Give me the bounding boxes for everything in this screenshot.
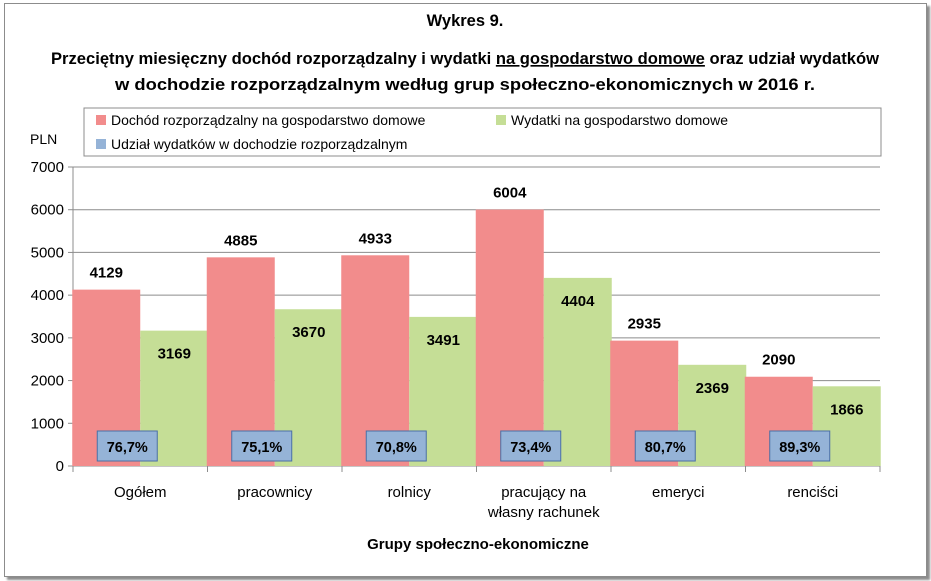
bar-income <box>475 209 544 466</box>
x-category-label: własny rachunek <box>487 504 600 521</box>
y-tick-label: 3000 <box>31 330 64 347</box>
legend-label-income: Dochód rozporządzalny na gospodarstwo do… <box>111 112 426 128</box>
x-category-label: renciści <box>787 484 838 501</box>
share-label: 89,3% <box>779 440 820 456</box>
y-tick-label: 1000 <box>31 415 64 432</box>
y-unit-label: PLN <box>30 131 57 147</box>
chart-title-line-1: Wykres 9. <box>427 12 504 30</box>
y-tick-label: 7000 <box>31 159 64 176</box>
share-label: 73,4% <box>510 440 551 456</box>
legend-swatch-income <box>96 115 106 125</box>
chart-title-line-3: w dochodzie rozporządzalnym według grup … <box>114 76 815 94</box>
x-axis-title: Grupy społeczno-ekonomiczne <box>367 536 589 553</box>
share-box <box>500 430 562 462</box>
y-tick-label: 2000 <box>31 373 64 390</box>
legend <box>83 107 882 157</box>
chart-title-part: oraz udział wydatków <box>705 50 879 68</box>
data-label-expenses: 3169 <box>158 346 191 363</box>
data-label-income: 2090 <box>762 352 795 369</box>
share-box <box>634 430 696 462</box>
legend-swatch-share <box>96 139 106 149</box>
share-label: 76,7% <box>107 440 148 456</box>
share-label: 70,8% <box>376 440 417 456</box>
y-tick-label: 6000 <box>31 202 64 219</box>
x-category-label: pracownicy <box>237 484 313 501</box>
y-tick-label: 5000 <box>31 244 64 261</box>
chart-title-line-2: Przeciętny miesięczny dochód rozporządza… <box>51 50 879 68</box>
share-box <box>769 430 831 462</box>
legend-label-share: Udział wydatków w dochodzie rozporządzal… <box>111 136 407 152</box>
y-tick-label: 4000 <box>31 287 64 304</box>
share-box <box>231 430 293 462</box>
x-category-label: Ogółem <box>114 484 167 501</box>
chart-frame <box>4 3 927 577</box>
share-label: 80,7% <box>645 440 686 456</box>
legend-label-expenses: Wydatki na gospodarstwo domowe <box>511 112 728 128</box>
data-label-expenses: 3670 <box>292 324 325 341</box>
data-label-income: 2935 <box>628 316 661 333</box>
data-label-income: 4933 <box>359 230 392 247</box>
data-label-income: 6004 <box>493 185 527 202</box>
share-label: 75,1% <box>241 440 282 456</box>
x-category-label: emeryci <box>652 484 705 501</box>
data-label-expenses: 3491 <box>427 332 460 349</box>
legend-swatch-expenses <box>496 115 506 125</box>
y-tick-label: 0 <box>56 458 64 475</box>
chart-title-part: Przeciętny miesięczny dochód rozporządza… <box>51 50 496 68</box>
share-box <box>96 430 158 462</box>
data-label-income: 4129 <box>90 265 123 282</box>
data-label-expenses: 4404 <box>561 293 595 310</box>
share-box <box>365 430 427 462</box>
data-label-expenses: 2369 <box>696 380 729 397</box>
data-label-income: 4885 <box>224 232 257 249</box>
x-category-label: pracujący na <box>501 484 587 501</box>
data-label-expenses: 1866 <box>830 401 863 418</box>
chart-title-underlined-part: na gospodarstwo domowe <box>496 50 705 68</box>
x-category-label: rolnicy <box>388 484 432 501</box>
